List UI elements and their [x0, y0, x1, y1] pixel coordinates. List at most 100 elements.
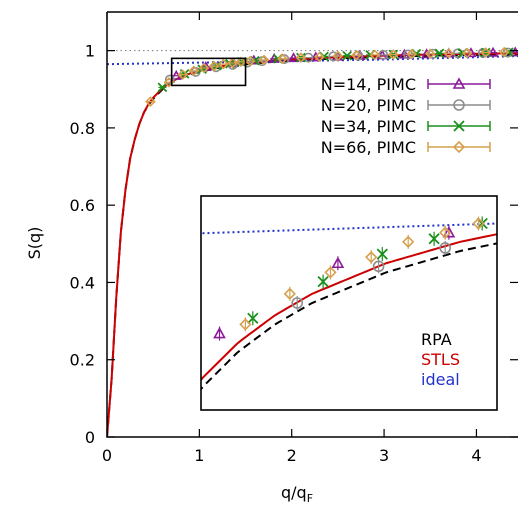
x-axis-label-subscript: F [307, 492, 313, 505]
legend-label: N=34, PIMC [321, 117, 416, 136]
inset-data-point [189, 359, 199, 369]
x-tick-label: 2 [287, 446, 297, 465]
inset-curve-rpa [201, 242, 497, 391]
main-points [145, 46, 518, 107]
inset-points-n-66-pimc [185, 212, 518, 391]
legend-marker [452, 140, 466, 154]
legend-entry-n-14-pimc: N=14, PIMC [282, 74, 498, 94]
inset-legend-rpa: RPA [421, 330, 452, 349]
x-tick-label: 1 [194, 446, 204, 465]
inset-data-point [439, 226, 452, 239]
data-point [177, 69, 189, 80]
inset-data-point [185, 381, 195, 391]
legend-entry-n-34-pimc: N=34, PIMC [282, 116, 498, 136]
inset-data-point [442, 226, 456, 238]
x-tick-label: 4 [471, 446, 481, 465]
data-point [332, 50, 344, 62]
legend-label: N=20, PIMC [321, 96, 416, 115]
inset-frame [200, 195, 498, 411]
inset-data-point [331, 256, 345, 269]
inset-curve-ideal [201, 222, 497, 235]
inset-data-point [283, 287, 296, 300]
inset-points-n-14-pimc [213, 225, 456, 341]
y-tick-label: 0 [85, 428, 95, 447]
y-tick-label: 0.4 [70, 273, 95, 292]
data-point [480, 47, 492, 58]
inset-data-point [402, 235, 415, 248]
inset-data-point [324, 266, 337, 279]
inset-background [201, 196, 497, 410]
legend-marker [452, 77, 466, 89]
data-point [188, 65, 200, 77]
y-axis-label: S(q) [25, 227, 44, 260]
inset-data-point [365, 251, 378, 264]
data-point [342, 50, 352, 61]
inset-data-point [439, 242, 452, 254]
data-point [295, 52, 307, 63]
inset-points-n-20-pimc [189, 225, 509, 369]
x-tick-label: 0 [102, 446, 112, 465]
inset-curve-stls [201, 233, 497, 382]
inset-data-point [213, 326, 226, 339]
data-point [314, 51, 325, 63]
legend-marker [453, 120, 465, 132]
zoom-box [170, 57, 247, 87]
inset-data-point [428, 233, 440, 245]
points-n-66-pimc [145, 46, 510, 107]
data-point [406, 48, 418, 60]
y-tick-label: 0.2 [70, 351, 95, 370]
inset-legend-ideal: ideal [421, 370, 460, 389]
x-axis-label: q/qF [281, 483, 313, 505]
data-point [145, 96, 156, 107]
legend-entry-n-66-pimc: N=66, PIMC [282, 137, 498, 157]
data-point [461, 47, 473, 59]
data-point [387, 49, 399, 60]
inset-data-point [239, 318, 252, 331]
data-point [424, 48, 436, 60]
data-point [277, 53, 288, 65]
y-tick-label: 1 [85, 42, 95, 61]
x-axis-label-main: q/q [281, 483, 307, 502]
y-tick-label: 0.8 [70, 119, 95, 138]
data-point [443, 48, 455, 59]
data-point [509, 46, 518, 57]
data-point [198, 62, 210, 74]
inset-data-point [472, 217, 485, 230]
inset-data-point [376, 248, 388, 260]
legend-background [282, 116, 498, 135]
inset-data-point [317, 275, 329, 288]
data-point [208, 60, 220, 72]
data-point [434, 48, 445, 59]
legend: N=14, PIMC N=20, PIMC N=34, PIMC N=66, PIMC [282, 74, 498, 157]
data-point [351, 49, 362, 61]
curve-ideal [107, 55, 518, 66]
inset-data-point [499, 225, 509, 235]
legend-label: N=14, PIMC [321, 75, 416, 94]
legend-background [282, 95, 498, 114]
data-point [235, 56, 247, 68]
inset-data-point [372, 260, 385, 273]
inset-points-n-34-pimc [247, 216, 488, 326]
legend-marker [453, 99, 465, 111]
data-point [157, 82, 168, 93]
data-point [369, 49, 381, 61]
data-point [218, 58, 229, 70]
data-point [164, 74, 175, 85]
legend-entry-n-20-pimc: N=20, PIMC [282, 95, 498, 115]
legend-background [282, 137, 498, 156]
inset-data-point [511, 212, 518, 222]
legend-label: N=66, PIMC [321, 138, 416, 157]
data-point [487, 46, 499, 57]
inset-data-point [291, 297, 304, 309]
data-point [227, 57, 238, 69]
data-point [258, 54, 270, 66]
data-point [244, 55, 256, 67]
inset-legend-stls: STLS [421, 350, 460, 369]
x-tick-label: 3 [379, 446, 389, 465]
data-point [498, 46, 510, 58]
main-axes: 0 1 2 3 4 0 0.2 0.4 0.6 0.8 1 [70, 11, 518, 465]
legend-background [282, 74, 498, 93]
zoom-rectangle [170, 57, 247, 87]
